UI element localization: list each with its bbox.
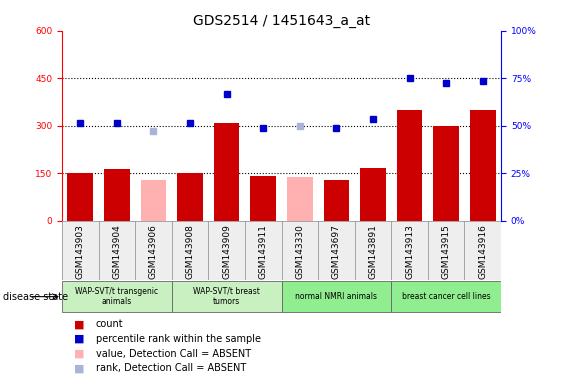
Text: breast cancer cell lines: breast cancer cell lines [402,292,490,301]
Text: ■: ■ [74,363,84,373]
Bar [68,173,93,221]
FancyBboxPatch shape [391,281,501,312]
Bar [282,221,318,280]
Bar [318,221,355,280]
Bar [99,221,135,280]
Text: GSM143908: GSM143908 [186,224,194,279]
Text: value, Detection Call = ABSENT: value, Detection Call = ABSENT [96,349,251,359]
Bar [355,221,391,280]
Bar [208,221,245,280]
Bar [141,180,166,221]
Text: count: count [96,319,123,329]
Text: ■: ■ [74,334,84,344]
Bar [397,110,422,221]
Text: GSM143911: GSM143911 [259,224,267,279]
Text: GSM143904: GSM143904 [113,224,121,278]
Text: percentile rank within the sample: percentile rank within the sample [96,334,261,344]
Bar [135,221,172,280]
Text: GSM143903: GSM143903 [76,224,84,279]
Bar [287,177,312,221]
Bar [245,221,282,280]
Text: ■: ■ [74,319,84,329]
Bar [464,221,501,280]
Bar [172,221,208,280]
Text: GSM143330: GSM143330 [296,224,304,279]
Text: rank, Detection Call = ABSENT: rank, Detection Call = ABSENT [96,363,246,373]
Bar [434,126,459,221]
Bar [251,177,276,221]
Text: normal NMRI animals: normal NMRI animals [296,292,377,301]
Text: ■: ■ [74,349,84,359]
Text: GSM143697: GSM143697 [332,224,341,279]
Bar [428,221,464,280]
FancyBboxPatch shape [172,281,282,312]
FancyBboxPatch shape [282,281,391,312]
FancyBboxPatch shape [62,281,172,312]
Bar [62,221,99,280]
Text: GSM143906: GSM143906 [149,224,158,279]
Text: GSM143916: GSM143916 [479,224,487,279]
Bar [470,110,495,221]
Bar [104,169,129,221]
Title: GDS2514 / 1451643_a_at: GDS2514 / 1451643_a_at [193,14,370,28]
Text: GSM143913: GSM143913 [405,224,414,279]
Text: GSM143915: GSM143915 [442,224,450,279]
Bar [324,180,349,221]
Text: disease state: disease state [3,291,68,302]
Bar [391,221,428,280]
Bar [214,122,239,221]
Text: GSM143891: GSM143891 [369,224,377,279]
Bar [360,167,386,221]
Text: WAP-SVT/t breast
tumors: WAP-SVT/t breast tumors [193,287,260,306]
Text: WAP-SVT/t transgenic
animals: WAP-SVT/t transgenic animals [75,287,158,306]
Bar [177,173,203,221]
Text: GSM143909: GSM143909 [222,224,231,279]
